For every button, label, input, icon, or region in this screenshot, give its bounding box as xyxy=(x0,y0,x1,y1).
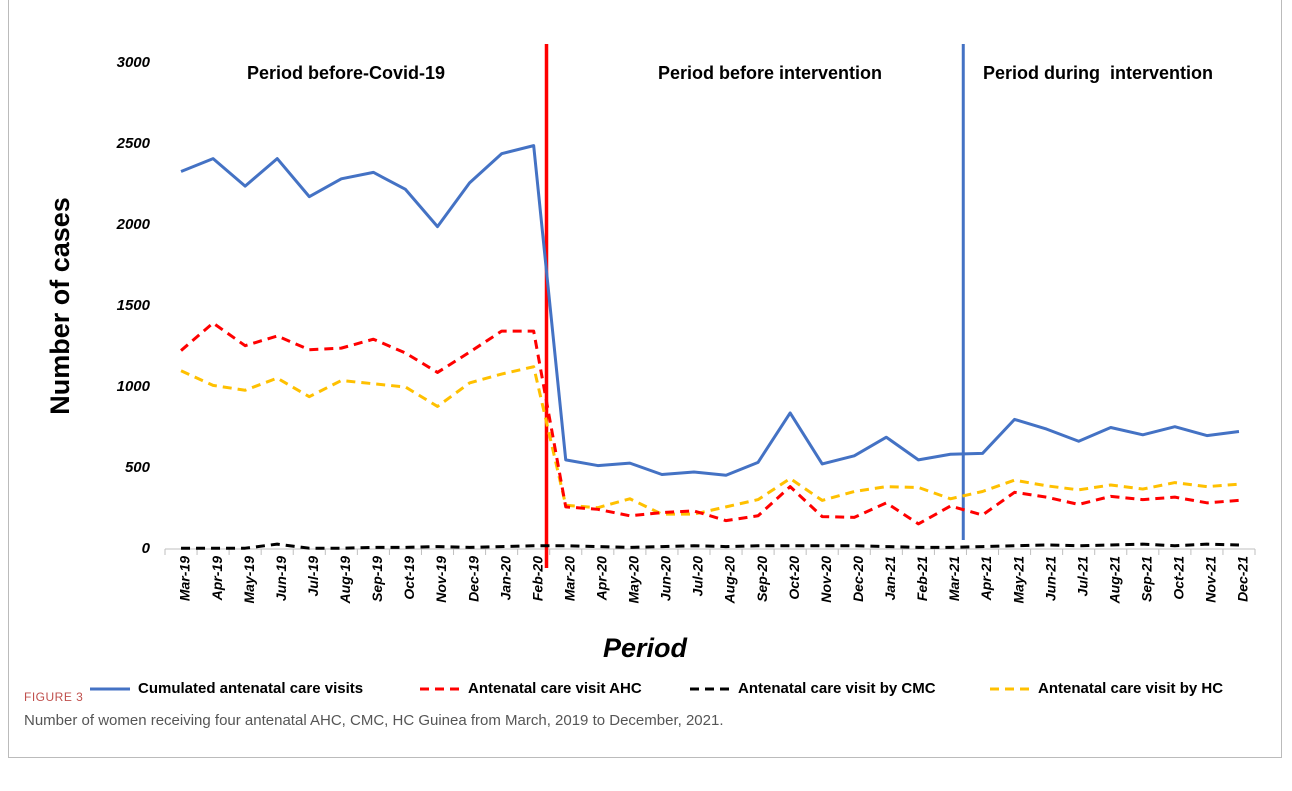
x-tick-label: Oct-19 xyxy=(401,556,417,600)
x-axis-label: Period xyxy=(603,633,688,663)
x-tick-label: Sep-21 xyxy=(1138,556,1154,602)
x-tick-label: Jan-21 xyxy=(882,556,898,601)
chart: Number of cases Period 0 500 1000 1500 2000 2… xyxy=(45,44,1256,697)
y-tick-label: 3000 xyxy=(117,54,151,71)
x-tick-label: Jun-19 xyxy=(273,556,289,601)
period-label: Period before-Covid-19 xyxy=(247,63,445,83)
x-tick-label: Sep-19 xyxy=(369,556,385,602)
x-tick-label: Sep-20 xyxy=(754,556,770,602)
period-label: Period during intervention xyxy=(983,63,1213,83)
y-tick-label: 2500 xyxy=(116,135,151,152)
x-tick-label: Apr-19 xyxy=(209,556,225,602)
x-tick-label: Aug-21 xyxy=(1106,556,1122,605)
y-tick-label: 500 xyxy=(125,459,151,476)
x-tick-label: Dec-20 xyxy=(850,556,866,602)
figure-frame xyxy=(8,0,1282,758)
y-tick-label: 1500 xyxy=(117,297,151,314)
legend-label: Antenatal care visit by HC xyxy=(1038,680,1223,697)
legend-label: Antenatal care visit by CMC xyxy=(738,680,936,697)
legend-label: Cumulated antenatal care visits xyxy=(138,680,363,697)
x-tick-label: Oct-21 xyxy=(1171,556,1187,600)
series-line xyxy=(180,321,1240,526)
x-tick-label: Dec-21 xyxy=(1235,556,1251,602)
x-tick-label: Nov-19 xyxy=(433,556,449,603)
x-tick-label: Nov-20 xyxy=(818,556,834,603)
x-tick-label: May-21 xyxy=(1010,556,1026,604)
series-line xyxy=(181,542,1240,550)
y-axis-label: Number of cases xyxy=(45,197,75,415)
series-line xyxy=(180,144,1240,477)
x-tick-label: Jun-21 xyxy=(1042,556,1058,601)
x-tick-label: Mar-19 xyxy=(177,556,193,601)
x-tick-label: Feb-20 xyxy=(529,556,545,601)
x-tick-label: Jul-20 xyxy=(690,556,706,597)
x-tick-label: May-20 xyxy=(626,556,642,604)
x-tick-label: Mar-21 xyxy=(946,556,962,601)
x-tick-label: Aug-19 xyxy=(337,556,353,605)
x-tick-label: Oct-20 xyxy=(786,556,802,600)
x-tick-label: Apr-20 xyxy=(593,556,609,602)
x-tick-label: Nov-21 xyxy=(1203,556,1219,603)
legend-label: Antenatal care visit AHC xyxy=(468,680,642,697)
x-tick-label: Jun-20 xyxy=(658,556,674,601)
x-tick-label: Jul-19 xyxy=(305,556,321,597)
x-tick-label: Jul-21 xyxy=(1074,556,1090,597)
x-tick-label: Dec-19 xyxy=(465,556,481,602)
x-tick-label: Jan-20 xyxy=(497,556,513,601)
x-tick-label: Apr-21 xyxy=(978,556,994,602)
x-tick-label: Mar-20 xyxy=(561,556,577,601)
figure-label: FIGURE 3 xyxy=(24,690,84,704)
y-tick-label: 0 xyxy=(142,540,151,557)
x-tick-label: Feb-21 xyxy=(914,556,930,601)
x-tick-label: Aug-20 xyxy=(722,556,738,605)
period-label: Period before intervention xyxy=(658,63,882,83)
y-tick-label: 1000 xyxy=(117,378,151,395)
x-tick-label: May-19 xyxy=(241,556,257,604)
caption: Number of women receiving four antenatal… xyxy=(24,712,724,729)
y-tick-label: 2000 xyxy=(116,216,151,233)
